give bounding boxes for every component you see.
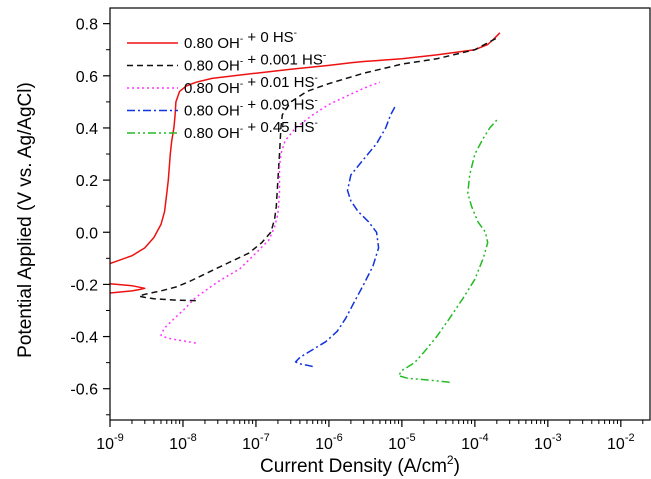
y-axis-title: Potential Applied (V vs. Ag/AgCl) (15, 82, 36, 358)
legend-label-3: 0.80 OH- + 0.01 HS- (184, 73, 318, 97)
x-tick-label: 10-2 (607, 432, 635, 453)
x-tick-base: 10 (242, 436, 260, 453)
x-tick-label: 10-3 (534, 432, 562, 453)
x-tick-exp: -5 (406, 432, 416, 444)
x-tick-label: 10-4 (461, 432, 489, 453)
series-line-5 (397, 119, 498, 383)
x-tick-exp: -4 (479, 432, 489, 444)
x-tick-base: 10 (315, 436, 333, 453)
y-tick-label: 0.6 (76, 69, 98, 86)
y-tick-label: 0.2 (76, 173, 98, 190)
legend-label-5: 0.80 OH- + 0.45 HS- (184, 118, 318, 142)
y-tick-label: 0.0 (76, 225, 98, 242)
x-tick-base: 10 (461, 436, 479, 453)
x-tick-label: 10-5 (388, 432, 416, 453)
series-line-3 (160, 81, 381, 344)
x-tick-label: 10-8 (169, 432, 197, 453)
x-tick-exp: -7 (260, 432, 270, 444)
y-tick-label: 0.8 (76, 17, 98, 34)
y-tick-label: -0.4 (70, 330, 98, 347)
series-line-1 (110, 32, 501, 294)
x-tick-label: 10-6 (315, 432, 343, 453)
x-tick-base: 10 (534, 436, 552, 453)
x-tick-base: 10 (169, 436, 187, 453)
axes: 10-9 10-8 10-7 10-6 10-5 10-4 10-3 10-20.80.60.… (15, 7, 651, 477)
legend: 0.80 OH- + 0 HS-0.80 OH- + 0.001 HS-0.80… (127, 28, 326, 142)
x-tick-exp: -2 (625, 432, 635, 444)
legend-label-1: 0.80 OH- + 0 HS- (184, 28, 297, 52)
y-tick-label: -0.6 (70, 382, 98, 399)
legend-label-4: 0.80 OH- + 0.09 HS- (184, 96, 318, 120)
x-tick-base: 10 (607, 436, 625, 453)
x-tick-exp: -8 (187, 432, 197, 444)
series-line-4 (294, 106, 396, 368)
plot-area (110, 32, 501, 383)
y-tick-label: 0.4 (76, 121, 98, 138)
x-tick-label: 10-9 (96, 432, 124, 453)
x-tick-exp: -3 (552, 432, 562, 444)
series-line-2 (138, 37, 498, 302)
x-tick-base: 10 (388, 436, 406, 453)
x-tick-exp: -9 (114, 432, 124, 444)
x-tick-base: 10 (96, 436, 114, 453)
legend-label-2: 0.80 OH- + 0.001 HS- (184, 51, 326, 75)
x-axis-title: Current Density (A/cm2) (260, 453, 460, 477)
y-tick-label: -0.2 (70, 277, 98, 294)
x-tick-label: 10-7 (242, 432, 270, 453)
x-tick-exp: -6 (333, 432, 343, 444)
